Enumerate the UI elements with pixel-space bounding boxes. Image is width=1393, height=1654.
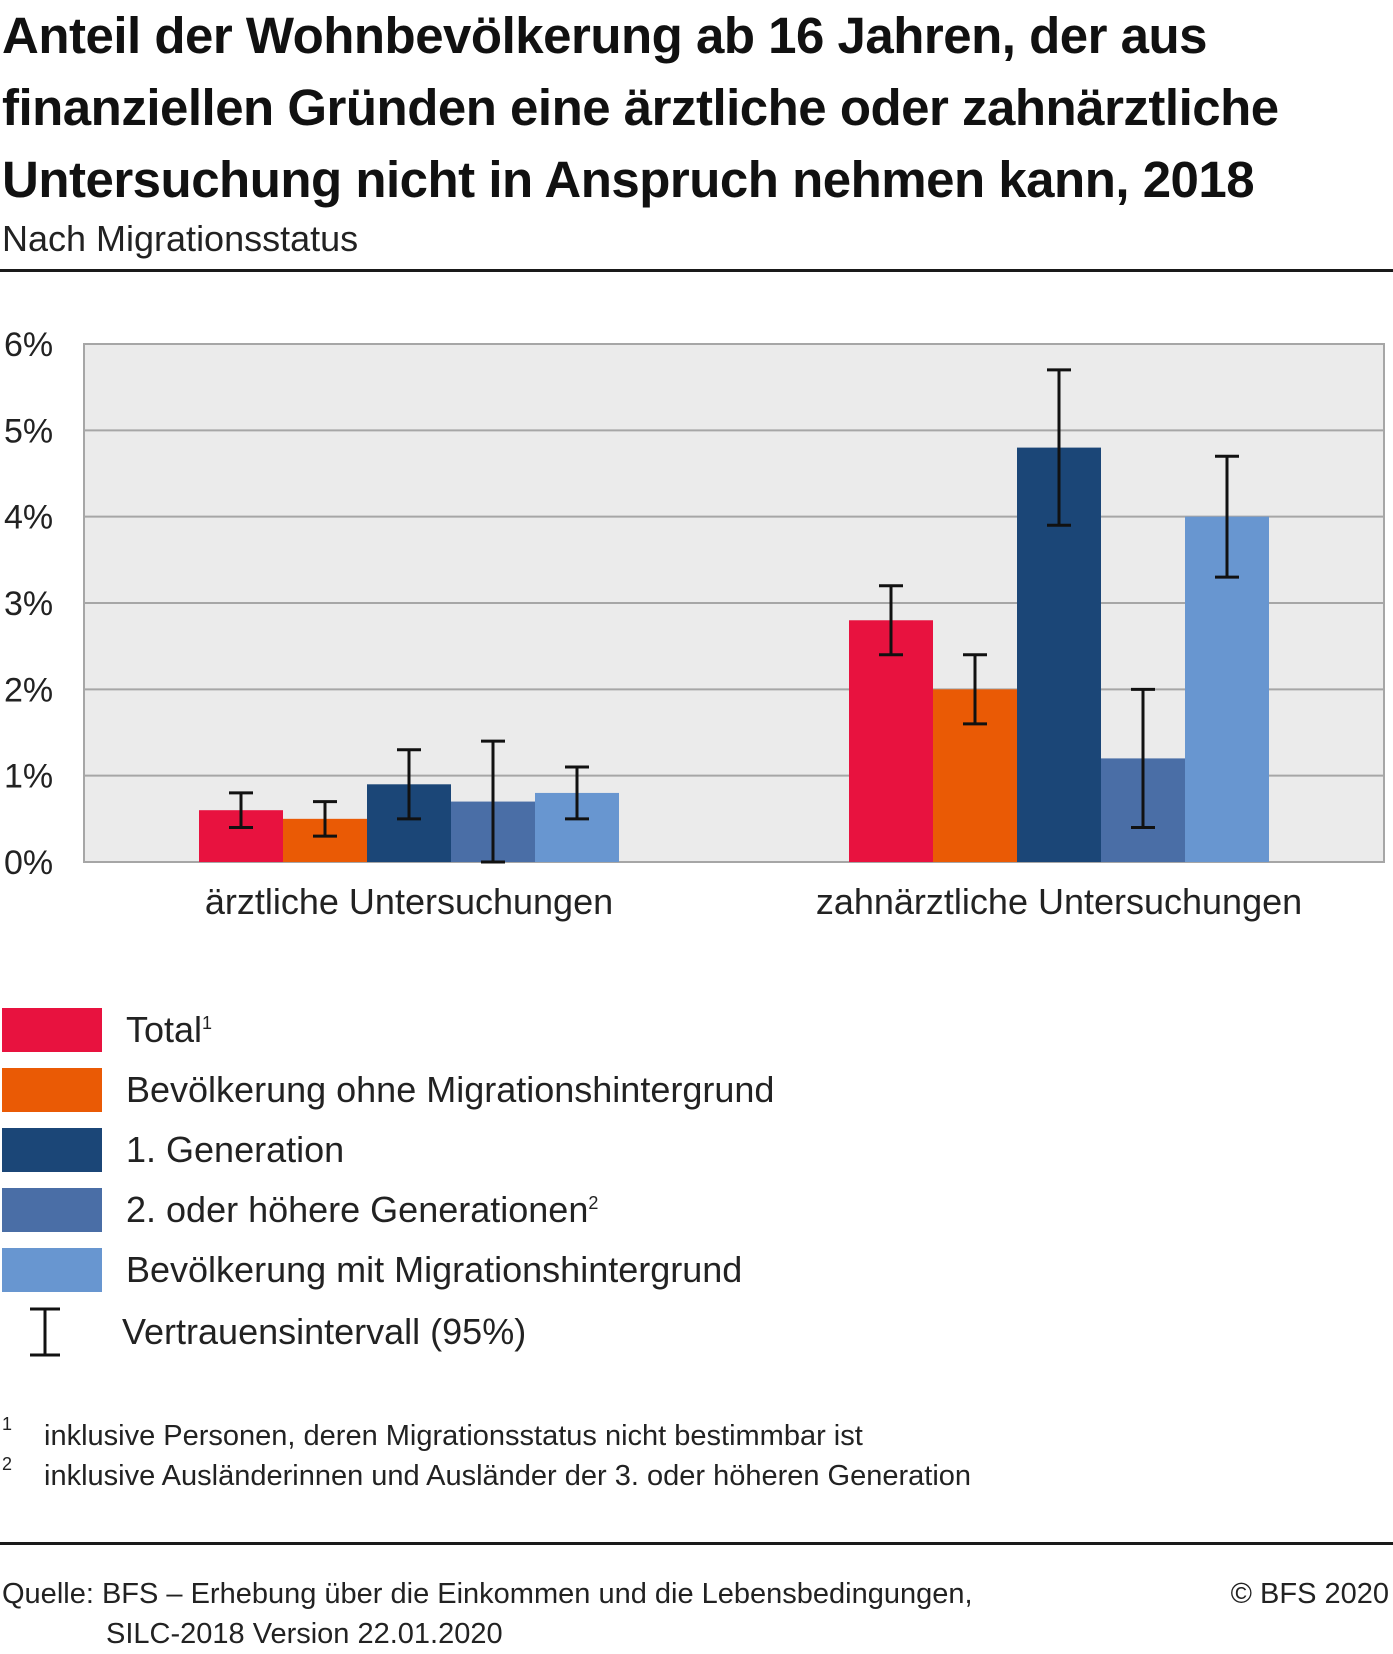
footnote-mark: 2 [588,1193,599,1213]
bar [849,620,933,862]
x-category-label: zahnärztliche Untersuchungen [816,881,1302,922]
y-tick-label: 0% [4,844,53,882]
y-tick-label: 1% [4,758,53,796]
legend-label: 1. Generation [126,1129,345,1170]
footnote-mark: 1 [202,1013,213,1033]
legend-item-ohne-migration: Bevölkerung ohne Migrationshintergrund [0,1068,1000,1118]
legend-item-1-generation: 1. Generation [0,1128,1000,1178]
y-tick-label: 4% [4,499,53,537]
header-rule [0,269,1393,272]
legend-label: Total [126,1009,203,1050]
x-category-label: ärztliche Untersuchungen [205,881,613,922]
legend-label: 2. oder höhere Generationen [126,1189,589,1230]
legend-swatch [2,1008,102,1052]
footnote-number: 1 [2,1414,13,1434]
legend-swatch [2,1128,102,1172]
source-line-1: Quelle: BFS – Erhebung über die Einkomme… [2,1578,973,1610]
legend-swatch [2,1248,102,1292]
y-tick-label: 2% [4,671,53,709]
footnote-text: inklusive Personen, deren Migrationsstat… [44,1420,863,1452]
legend-label: Bevölkerung mit Migrationshintergrund [126,1249,743,1290]
legend-swatch [2,1188,102,1232]
legend-swatch [2,1068,102,1112]
copyright: © BFS 2020 [1230,1578,1389,1610]
y-tick-label: 6% [4,326,53,364]
chart-subtitle: Nach Migrationsstatus [2,218,359,259]
legend-item-ci: Vertrauensintervall (95%) [0,1307,1000,1362]
source-note: Quelle: BFS – Erhebung über die Einkomme… [2,1574,973,1654]
bar-chart: 0% 1% 2% 3% 4% 5% 6% ärztliche Untersuchungen za… [4,326,1385,922]
footnote-number: 2 [2,1454,13,1474]
legend-item-total: Total1 [0,1008,1000,1058]
y-tick-label: 5% [4,412,53,450]
legend-label: Bevölkerung ohne Migrationshintergrund [126,1069,775,1110]
error-bar-icon [30,1307,60,1357]
y-tick-label: 3% [4,585,53,623]
footer-rule [0,1542,1393,1545]
source-line-2: SILC-2018 Version 22.01.2020 [106,1618,503,1650]
legend-label-ci: Vertrauensintervall (95%) [122,1311,527,1352]
legend-item-2-generation: 2. oder höhere Generationen2 [0,1188,1000,1238]
legend-item-mit-migration: Bevölkerung mit Migrationshintergrund [0,1248,1000,1298]
plot-border [83,343,1385,863]
footnote-text: inklusive Ausländerinnen und Ausländer d… [44,1460,972,1492]
chart-title: Anteil der Wohnbevölkerung ab 16 Jahren,… [2,7,1279,208]
